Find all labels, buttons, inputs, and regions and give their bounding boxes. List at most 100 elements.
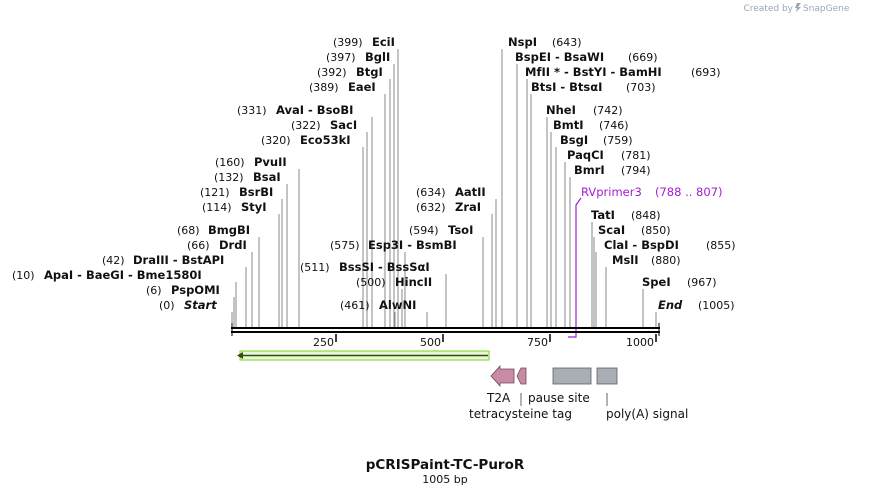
site-eaei[interactable]: (389) EaeI — [309, 80, 376, 94]
site-enzyme: AvaI - BsoBI — [276, 103, 353, 117]
site-position: (746) — [599, 119, 629, 132]
site-enzyme: EaeI — [348, 80, 376, 94]
site-bsgi[interactable]: BsgI (759) — [560, 133, 633, 147]
site-bgli[interactable]: (397) BglI — [326, 50, 390, 64]
site-enzyme: HincII — [395, 275, 432, 289]
site-position: (114) — [202, 201, 232, 214]
site-position: (855) — [706, 239, 736, 252]
tick-750: 750 — [527, 336, 548, 349]
site-bsai[interactable]: (132) BsaI — [214, 170, 281, 184]
site-position: (331) — [237, 104, 267, 117]
site-enzyme: EciI — [372, 35, 395, 49]
snapgene-brand: Created by SnapGene — [743, 3, 850, 14]
site-saci[interactable]: (322) SacI — [291, 118, 357, 132]
site-avai[interactable]: (331) AvaI - BsoBI — [237, 103, 353, 117]
site-tsoi[interactable]: (594) TsoI — [409, 223, 473, 237]
site-zrai[interactable]: (632) ZraI — [416, 200, 481, 214]
sequence-backbone — [231, 323, 660, 336]
site-pspomi[interactable]: (6) PspOMI — [146, 283, 220, 297]
tetracysteine-tag-feature[interactable] — [516, 367, 527, 385]
site-position: (511) — [300, 261, 330, 274]
site-draiii[interactable]: (42) DraIII - BstAPI — [102, 253, 224, 267]
site-position: (693) — [691, 66, 721, 79]
tick-1000: 1000 — [626, 336, 654, 349]
orf-arrow[interactable] — [237, 350, 490, 361]
site-alwni[interactable]: (461) AlwNI — [340, 298, 416, 312]
primer-rvprimer3[interactable]: RVprimer3 (788 .. 807) — [568, 185, 723, 338]
site-styi[interactable]: (114) StyI — [202, 200, 267, 214]
site-position: (575) — [330, 239, 360, 252]
site-bspei[interactable]: BspEI - BsaWI (669) — [515, 50, 658, 64]
site-btgi[interactable]: (392) BtgI — [317, 65, 383, 79]
site-enzyme: SpeI — [642, 275, 671, 289]
site-position: (703) — [626, 81, 656, 94]
plasmid-length: 1005 bp — [422, 473, 467, 486]
site-enzyme: TsoI — [448, 223, 473, 237]
site-nspi[interactable]: NspI (643) — [508, 35, 582, 49]
pause-site-feature[interactable] — [552, 367, 592, 385]
t2a-feature[interactable] — [490, 364, 515, 388]
features: T2A tetracysteine tag pause site poly(A)… — [469, 364, 688, 421]
site-tati[interactable]: TatI (848) — [591, 208, 661, 222]
site-enzyme: ZraI — [455, 200, 481, 214]
site-enzyme: PvuII — [254, 155, 287, 169]
site-enzyme: TatI — [591, 208, 615, 222]
site-position: (461) — [340, 299, 370, 312]
site-enzyme: BssSI - BssSαI — [339, 260, 430, 274]
site-enzyme: NheI — [546, 103, 576, 117]
site-bsssi[interactable]: (511) BssSI - BssSαI — [300, 260, 430, 274]
site-clai[interactable]: ClaI - BspDI (855) — [604, 238, 736, 252]
site-bsrbi[interactable]: (121) BsrBI — [200, 185, 273, 199]
site-position: (880) — [651, 254, 681, 267]
site-bmgbi[interactable]: (68) BmgBI — [177, 223, 250, 237]
site-btsi[interactable]: BtsI - BtsαI (703) — [531, 80, 656, 94]
site-position: (759) — [603, 134, 633, 147]
site-enzyme: BmtI — [553, 118, 584, 132]
site-position: (848) — [631, 209, 661, 222]
site-spei[interactable]: SpeI (967) — [642, 275, 717, 289]
site-ecii[interactable]: (399) EciI — [333, 35, 395, 49]
site-leader-lines — [231, 49, 657, 328]
site-mfli[interactable]: MfII * - BstYI - BamHI (693) — [525, 65, 721, 79]
site-enzyme: MslI — [612, 253, 639, 267]
site-msli[interactable]: MslI (880) — [612, 253, 681, 267]
site-position: (0) — [159, 299, 175, 312]
site-eco53ki[interactable]: (320) Eco53kI — [261, 133, 351, 147]
site-paqci[interactable]: PaqCI (781) — [567, 148, 651, 162]
primer-range: (788 .. 807) — [655, 185, 723, 199]
site-position: (1005) — [698, 299, 735, 312]
site-enzyme: BglI — [365, 50, 390, 64]
site-bmri[interactable]: BmrI (794) — [574, 163, 651, 177]
site-enzyme: BmrI — [574, 163, 605, 177]
site-position: (68) — [177, 224, 200, 237]
site-position: (389) — [309, 81, 339, 94]
site-enzyme: NspI — [508, 35, 537, 49]
site-enzyme: BtsI - BtsαI — [531, 80, 602, 94]
site-position: (10) — [12, 269, 35, 282]
tick-250: 250 — [313, 336, 334, 349]
site-enzyme: ScaI — [598, 223, 625, 237]
site-enzyme: ClaI - BspDI — [604, 238, 679, 252]
site-esp3i[interactable]: (575) Esp3I - BsmBI — [330, 238, 457, 252]
site-drdi[interactable]: (66) DrdI — [187, 238, 247, 252]
site-hincii[interactable]: (500) HincII — [356, 275, 432, 289]
site-start[interactable]: (0) Start — [159, 298, 217, 312]
site-enzyme: Esp3I - BsmBI — [368, 238, 457, 252]
site-scai[interactable]: ScaI (850) — [598, 223, 671, 237]
feature-label-polya: poly(A) signal — [606, 407, 688, 421]
site-position: (850) — [641, 224, 671, 237]
site-end[interactable]: End (1005) — [658, 298, 735, 312]
site-aatii[interactable]: (634) AatII — [416, 185, 486, 199]
site-pvuii[interactable]: (160) PvuII — [215, 155, 287, 169]
site-position: (594) — [409, 224, 439, 237]
site-nhei[interactable]: NheI (742) — [546, 103, 623, 117]
site-position: (399) — [333, 36, 363, 49]
feature-label-pause-site: pause site — [528, 391, 590, 405]
site-bmti[interactable]: BmtI (746) — [553, 118, 629, 132]
brand-created-by: Created by — [743, 4, 793, 14]
site-apai[interactable]: (10) ApaI - BaeGI - Bme1580I — [12, 268, 202, 282]
site-position: (121) — [200, 186, 230, 199]
polya-signal-feature[interactable] — [596, 367, 618, 385]
site-position: (632) — [416, 201, 446, 214]
